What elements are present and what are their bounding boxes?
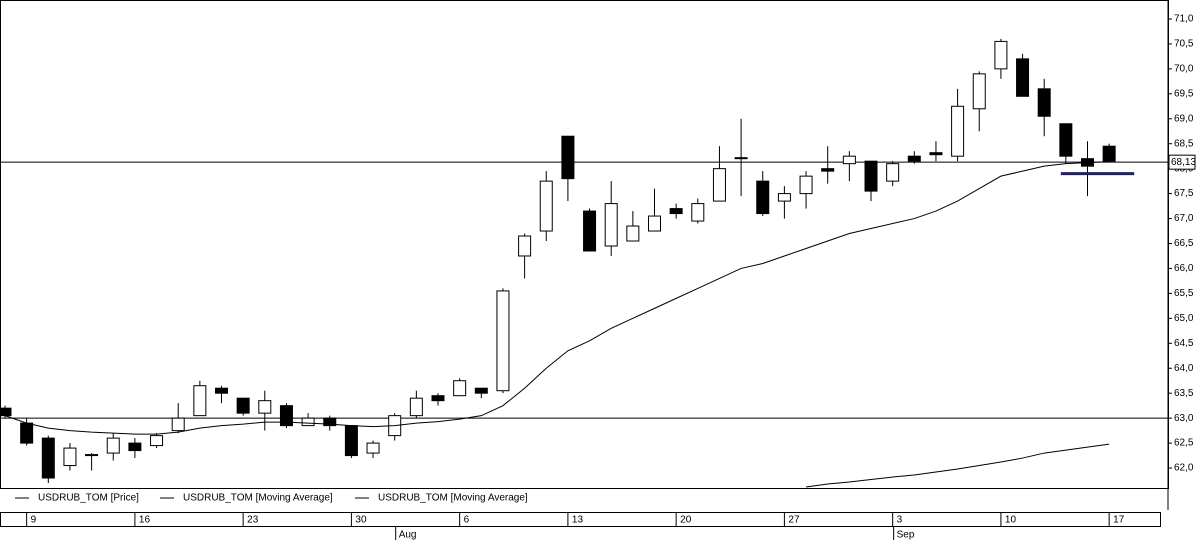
candle-body	[994, 40, 1008, 70]
candle-body	[301, 417, 315, 427]
y-tick-label: 65,5	[1174, 288, 1194, 299]
legend-label: USDRUB_TOM [Moving Average]	[183, 493, 333, 504]
candle-body	[539, 180, 553, 232]
x-tick-label: 27	[788, 515, 800, 526]
candle-body	[85, 454, 99, 457]
y-tick-label: 71,0	[1174, 14, 1194, 25]
candle-body	[150, 435, 164, 447]
y-tick-label: 66,5	[1174, 238, 1194, 249]
x-tick-label: 10	[1005, 515, 1017, 526]
candle-body	[323, 417, 337, 427]
candle-body	[1102, 145, 1116, 162]
y-tick-label: 64,0	[1174, 363, 1194, 374]
y-tick-label: 65,0	[1174, 313, 1194, 324]
y-tick-label: 70,5	[1174, 39, 1194, 50]
candle-body	[886, 163, 900, 182]
y-tick-label: 63,0	[1174, 413, 1194, 424]
candle-body	[691, 203, 705, 222]
candle-body	[106, 437, 120, 454]
y-tick-label: 64,5	[1174, 338, 1194, 349]
legend-label: USDRUB_TOM [Moving Average]	[378, 493, 528, 504]
candle-body	[1037, 88, 1051, 117]
x-tick-label: 16	[139, 515, 151, 526]
candle-body	[799, 175, 813, 195]
y-tick-label: 62,5	[1174, 438, 1194, 449]
y-tick-label: 67,0	[1174, 213, 1194, 224]
candle-body	[929, 152, 943, 156]
candle-body	[63, 447, 77, 467]
x-tick-label: 17	[1113, 515, 1125, 526]
candle-body	[518, 235, 532, 257]
y-tick-label: 66,0	[1174, 263, 1194, 274]
candle-body	[1016, 58, 1030, 97]
legend-label: USDRUB_TOM [Price]	[38, 493, 139, 504]
candle-body	[258, 400, 272, 414]
candle-body	[128, 442, 142, 452]
candle-body	[366, 442, 380, 454]
y-tick-label: 68,5	[1174, 138, 1194, 149]
candle-body	[193, 385, 207, 417]
x-tick-label: 6	[464, 515, 470, 526]
candle-body	[951, 105, 965, 157]
x-tick-label: 20	[680, 515, 692, 526]
y-tick-label: 67,5	[1174, 188, 1194, 199]
candle-body	[171, 417, 185, 432]
y-tick-label: 69,5	[1174, 88, 1194, 99]
x-axis-band	[0, 512, 1161, 527]
candle-body	[583, 210, 597, 252]
y-tick-label: 63,5	[1174, 388, 1194, 399]
candle-body	[669, 208, 683, 215]
candle-body	[756, 180, 770, 215]
y-tick-label: 62,0	[1174, 463, 1194, 474]
candle-body	[236, 397, 250, 414]
candle-body	[712, 168, 726, 202]
candle-body	[1059, 123, 1073, 157]
candle-body	[279, 405, 293, 427]
candle-body	[821, 168, 835, 172]
candle-body	[215, 387, 228, 394]
candle-body	[496, 290, 510, 392]
candle-body	[474, 387, 488, 394]
month-label: Aug	[399, 530, 417, 540]
candle-body	[604, 203, 618, 247]
candle-body	[626, 225, 640, 242]
candle-body	[431, 395, 445, 402]
price-label: 68,13	[1171, 157, 1196, 168]
candle-body	[561, 135, 575, 180]
candle-body	[648, 215, 661, 232]
candle-body	[0, 407, 12, 417]
y-tick-label: 70,0	[1174, 63, 1194, 74]
candle-body	[972, 73, 986, 110]
candle-body	[907, 155, 921, 162]
candle-body	[409, 397, 423, 417]
x-tick-label: 13	[572, 515, 584, 526]
candle-body	[842, 155, 856, 165]
candle-body	[344, 425, 358, 457]
x-tick-label: 3	[897, 515, 903, 526]
price-label-box	[1168, 154, 1196, 170]
x-tick-label: 9	[31, 515, 37, 526]
candle-body	[734, 157, 748, 160]
candle-body	[864, 160, 878, 192]
moving-average-line	[4, 161, 1110, 435]
candle-body	[453, 380, 467, 397]
y-tick-label: 69,0	[1174, 113, 1194, 124]
candle-body	[41, 437, 55, 479]
candle-body	[777, 193, 791, 202]
month-label: Sep	[897, 530, 915, 540]
candle-body	[20, 422, 34, 444]
x-tick-label: 23	[247, 515, 259, 526]
x-tick-label: 30	[355, 515, 367, 526]
moving-average-line	[805, 443, 1110, 488]
